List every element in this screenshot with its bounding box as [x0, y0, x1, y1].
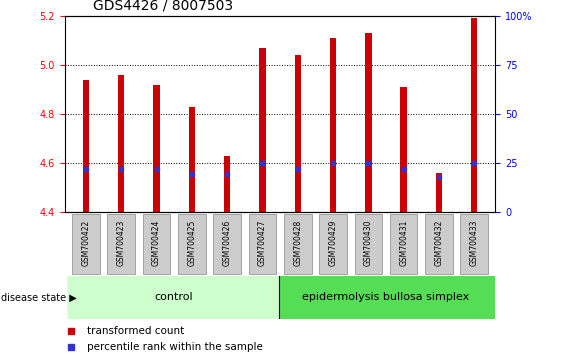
Bar — [260, 48, 266, 212]
FancyBboxPatch shape — [72, 214, 100, 274]
FancyBboxPatch shape — [279, 276, 508, 319]
Text: GSM700425: GSM700425 — [187, 220, 196, 266]
Bar — [189, 107, 195, 212]
Text: transformed count: transformed count — [87, 326, 184, 336]
Text: GSM700426: GSM700426 — [222, 220, 231, 266]
Text: GSM700423: GSM700423 — [117, 220, 126, 266]
Text: GSM700429: GSM700429 — [329, 220, 338, 266]
Text: GSM700433: GSM700433 — [470, 220, 479, 266]
Bar — [365, 33, 372, 212]
Bar — [330, 38, 336, 212]
Bar — [224, 156, 230, 212]
Text: GSM700424: GSM700424 — [152, 220, 161, 266]
FancyBboxPatch shape — [68, 276, 279, 319]
Text: epidermolysis bullosa simplex: epidermolysis bullosa simplex — [302, 292, 470, 302]
Text: GSM700430: GSM700430 — [364, 220, 373, 266]
FancyBboxPatch shape — [213, 214, 241, 274]
FancyBboxPatch shape — [108, 214, 135, 274]
Bar — [153, 85, 160, 212]
Text: GSM700431: GSM700431 — [399, 220, 408, 266]
FancyBboxPatch shape — [390, 214, 417, 274]
FancyBboxPatch shape — [319, 214, 347, 274]
Text: disease state ▶: disease state ▶ — [1, 292, 77, 302]
FancyBboxPatch shape — [178, 214, 205, 274]
Bar — [294, 55, 301, 212]
Bar — [436, 173, 442, 212]
Text: GSM700427: GSM700427 — [258, 220, 267, 266]
Text: GSM700422: GSM700422 — [82, 220, 91, 266]
Bar — [118, 75, 124, 212]
Text: GSM700432: GSM700432 — [435, 220, 444, 266]
Bar — [83, 80, 89, 212]
FancyBboxPatch shape — [249, 214, 276, 274]
Text: GSM700428: GSM700428 — [293, 220, 302, 266]
FancyBboxPatch shape — [143, 214, 170, 274]
Text: control: control — [155, 292, 194, 302]
FancyBboxPatch shape — [425, 214, 453, 274]
FancyBboxPatch shape — [284, 214, 311, 274]
Bar — [471, 18, 477, 212]
Bar — [400, 87, 407, 212]
Text: percentile rank within the sample: percentile rank within the sample — [87, 342, 262, 352]
FancyBboxPatch shape — [461, 214, 488, 274]
FancyBboxPatch shape — [355, 214, 382, 274]
Text: GDS4426 / 8007503: GDS4426 / 8007503 — [93, 0, 233, 12]
